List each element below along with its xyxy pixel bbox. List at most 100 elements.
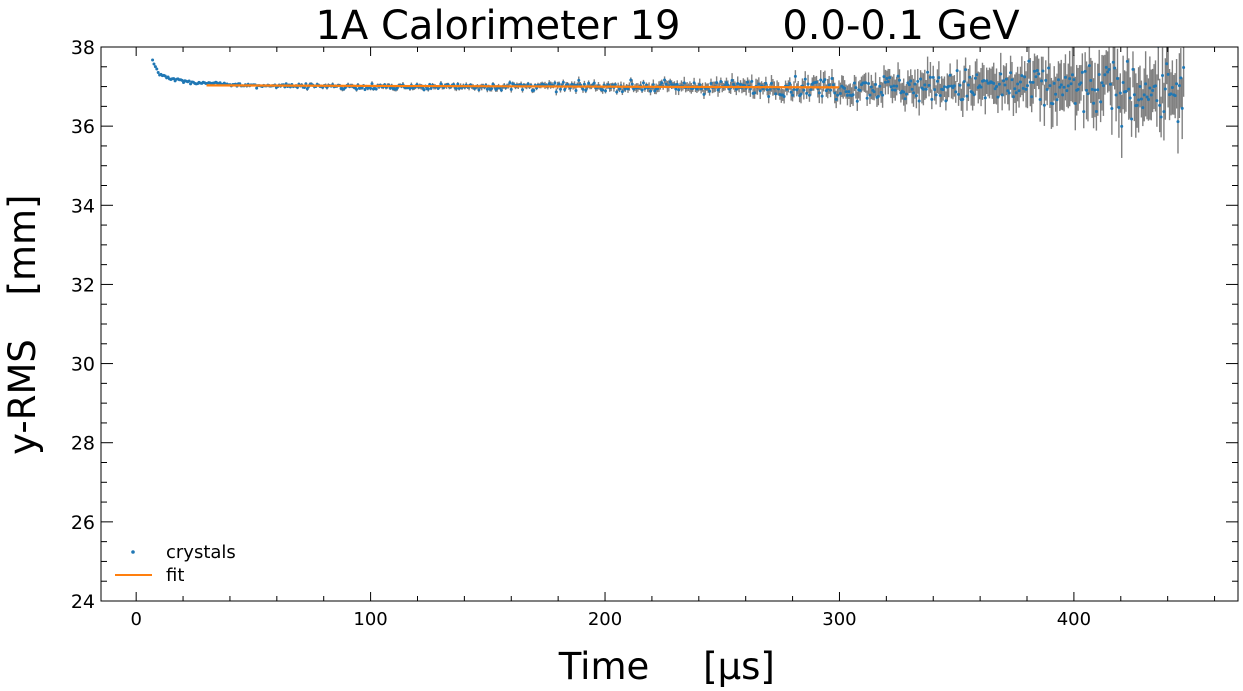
crystals-point	[284, 82, 288, 86]
crystals-point	[934, 93, 938, 97]
crystals-point	[1107, 67, 1111, 71]
crystals-point	[912, 91, 916, 95]
crystals-point	[672, 83, 676, 87]
crystals-point	[1166, 72, 1170, 76]
crystals-point	[360, 86, 364, 90]
crystals-point	[1048, 84, 1052, 88]
crystals-point	[820, 94, 824, 98]
crystals-point	[1025, 84, 1029, 88]
crystals-point	[955, 69, 959, 73]
crystals-point	[1069, 82, 1073, 86]
crystals-point	[620, 90, 624, 94]
crystals-point	[577, 78, 581, 82]
crystals-point	[1104, 65, 1108, 69]
crystals-point	[843, 86, 847, 90]
crystals-point	[882, 75, 886, 79]
crystals-point	[1085, 88, 1089, 92]
crystals-point	[1108, 82, 1112, 86]
crystals-point	[1016, 82, 1020, 86]
crystals-point	[1059, 83, 1063, 87]
crystals-point	[914, 94, 918, 98]
crystals-point	[829, 88, 833, 92]
crystals-point	[1045, 87, 1049, 91]
crystals-point	[1024, 87, 1028, 91]
crystals-point	[807, 93, 811, 97]
crystals-point	[1151, 89, 1155, 93]
crystals-point	[581, 87, 585, 91]
crystals-point	[151, 58, 155, 62]
crystals-point	[941, 88, 945, 92]
crystals-point	[563, 88, 567, 92]
crystals-point	[1000, 93, 1004, 97]
crystals-point	[1117, 105, 1121, 109]
crystals-point	[1014, 91, 1018, 95]
crystals-point	[1111, 60, 1115, 64]
x-axis-label-left: Time	[558, 645, 650, 688]
crystals-point	[805, 91, 809, 95]
crystals-point	[995, 84, 999, 88]
crystals-point	[872, 90, 876, 94]
crystals-point	[623, 87, 627, 91]
crystals-point	[972, 93, 976, 97]
crystals-point	[1066, 84, 1070, 88]
crystals-point	[1145, 95, 1149, 99]
crystals-point	[1179, 76, 1183, 80]
crystals-point	[1096, 88, 1100, 92]
crystals-point	[615, 90, 619, 94]
crystals-point	[408, 86, 412, 90]
crystals-point	[1056, 78, 1060, 82]
crystals-point	[948, 73, 952, 77]
crystals-point	[1027, 59, 1031, 63]
crystals-point	[793, 74, 797, 78]
crystals-point	[785, 87, 789, 91]
crystals-point	[1052, 81, 1056, 85]
crystals-point	[913, 82, 917, 86]
crystals-point	[992, 81, 996, 85]
crystals-point	[886, 80, 890, 84]
crystals-point	[1003, 83, 1007, 87]
crystals-point	[1087, 64, 1091, 68]
crystals-point	[996, 95, 1000, 99]
y-tick-label: 28	[71, 433, 95, 455]
y-tick-label: 34	[71, 195, 95, 217]
crystals-point	[663, 78, 667, 82]
crystals-point	[1082, 110, 1086, 114]
crystals-point	[1097, 73, 1101, 77]
crystals-point	[1073, 102, 1077, 106]
crystals-point	[255, 86, 259, 90]
crystals-point	[1165, 62, 1169, 66]
crystals-point	[1125, 59, 1129, 63]
crystals-point	[1086, 92, 1090, 96]
crystals-point	[584, 88, 588, 92]
crystals-point	[893, 88, 897, 92]
crystals-point	[1002, 79, 1006, 83]
crystals-point	[1020, 74, 1024, 78]
crystals-point	[964, 68, 968, 72]
crystals-point	[993, 87, 997, 91]
crystals-point	[944, 99, 948, 103]
plot-frame	[100, 46, 1239, 602]
crystals-point	[587, 81, 591, 85]
crystals-point	[1170, 85, 1174, 89]
crystals-point	[739, 83, 743, 87]
crystals-point	[1054, 92, 1058, 96]
crystals-point	[719, 80, 723, 84]
crystals-point	[1070, 73, 1074, 77]
chart-title-left: 1A Calorimeter 19	[315, 3, 680, 49]
crystals-point	[966, 83, 970, 87]
crystals-point	[1011, 95, 1015, 99]
crystals-point	[1007, 91, 1011, 95]
crystals-point	[962, 80, 966, 84]
crystals-point	[748, 87, 752, 91]
crystals-point	[809, 87, 813, 91]
crystals-point	[606, 83, 610, 87]
crystals-point	[1132, 93, 1136, 97]
crystals-point	[869, 85, 873, 89]
y-tick-label: 24	[71, 591, 95, 613]
crystals-point	[917, 99, 921, 103]
crystals-point	[852, 81, 856, 85]
crystals-point	[895, 84, 899, 88]
crystals-point	[426, 87, 430, 91]
crystals-point	[521, 88, 525, 92]
